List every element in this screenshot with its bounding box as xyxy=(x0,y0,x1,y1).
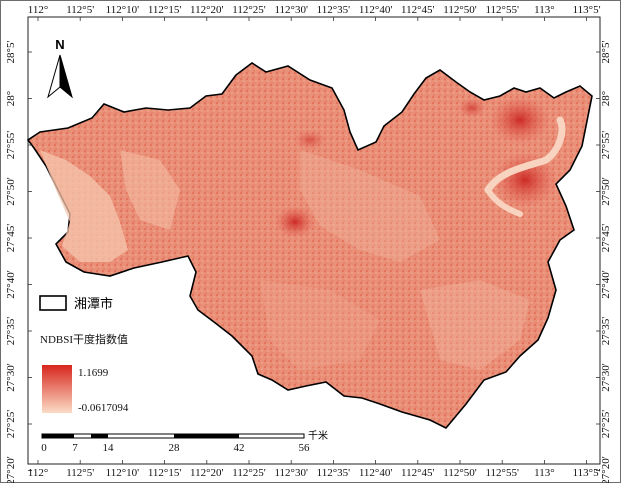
scale-tick-label: 7 xyxy=(72,442,78,454)
left-lat-label: 27°30' xyxy=(5,363,17,391)
bottom-longitude-labels: 112° 112°5' 112°10' 112°15' 112°20' 112°25' 11… xyxy=(28,467,601,479)
left-lat-label: 27°20' xyxy=(5,456,17,483)
left-lat-label: 27°50' xyxy=(5,177,17,205)
top-lon-label: 112°15' xyxy=(148,4,181,16)
scale-tick-label: 56 xyxy=(299,442,311,454)
top-lon-label: 112° xyxy=(28,4,49,16)
top-lon-label: 113° xyxy=(534,4,555,16)
legend: 湘潭市 NDBSI干度指数值 1.1699 -0.0617094 xyxy=(39,295,129,414)
left-latitude-labels: 28°5' 28° 27°55' 27°50' 27°45' 27°40' 27°35' 27… xyxy=(5,41,17,483)
color-ramp xyxy=(42,365,72,413)
xiang-river-bend xyxy=(485,187,523,217)
top-lon-label: 112°55' xyxy=(485,4,518,16)
top-lon-label: 112°5' xyxy=(66,4,94,16)
right-lat-label: 27°50' xyxy=(600,177,612,205)
bottom-lon-label: 112°45' xyxy=(401,467,434,479)
bottom-lon-label: 112°30' xyxy=(274,467,307,479)
right-lat-label: 27°30' xyxy=(600,363,612,391)
urban-hotspot-xiangxiang xyxy=(275,206,315,238)
scale-tick-label: 0 xyxy=(41,442,47,454)
light-region-south xyxy=(260,280,380,370)
scale-tick-label: 14 xyxy=(103,442,115,454)
left-lat-label: 27°45' xyxy=(5,224,17,252)
bottom-lon-label: 113° xyxy=(534,467,555,479)
right-lat-label: 27°40' xyxy=(600,270,612,298)
urban-hotspot-small-2 xyxy=(458,98,486,118)
left-lat-label: 27°25' xyxy=(5,410,17,438)
north-arrow: N xyxy=(47,37,73,99)
top-lon-label: 112°40' xyxy=(359,4,392,16)
bottom-lon-label: 112°35' xyxy=(317,467,350,479)
top-lon-label: 112°20' xyxy=(190,4,223,16)
light-region-center-west xyxy=(120,150,180,230)
scale-unit: 千米 xyxy=(308,429,328,442)
bottom-lon-label: 112°10' xyxy=(106,467,139,479)
light-region-southeast xyxy=(420,280,530,370)
bottom-lon-label: 112° xyxy=(28,467,49,479)
index-title: NDBSI干度指数值 xyxy=(40,332,128,346)
right-lat-label: 27°35' xyxy=(600,317,612,345)
bottom-lon-label: 112°5' xyxy=(66,467,94,479)
left-lat-label: 28° xyxy=(5,91,17,106)
bottom-lon-label: 112°20' xyxy=(190,467,223,479)
light-region-west xyxy=(40,150,128,262)
neatline xyxy=(27,16,601,465)
top-lon-label: 112°30' xyxy=(274,4,307,16)
xiang-river xyxy=(484,116,566,194)
top-lon-label: 112°50' xyxy=(443,4,476,16)
urban-hotspot-city xyxy=(493,152,557,208)
urban-hotspot-small-1 xyxy=(294,130,326,150)
right-lat-label: 27°55' xyxy=(600,131,612,159)
right-lat-label: 28° xyxy=(600,91,612,106)
scale-tick-label: 42 xyxy=(234,442,245,454)
top-lon-label: 112°10' xyxy=(106,4,139,16)
right-lat-label: 27°20' xyxy=(600,456,612,483)
bottom-lon-label: 113°5' xyxy=(573,467,601,479)
bottom-lon-label: 112°25' xyxy=(232,467,265,479)
north-label: N xyxy=(55,37,64,52)
top-lon-label: 112°25' xyxy=(232,4,265,16)
boundary-swatch xyxy=(39,295,67,311)
bottom-lon-label: 112°55' xyxy=(485,467,518,479)
urban-hotspot-north xyxy=(490,96,550,144)
graticule-ticks xyxy=(28,17,600,471)
light-region-center xyxy=(300,150,440,262)
right-lat-label: 28°5' xyxy=(600,41,612,64)
top-lon-label: 112°45' xyxy=(401,4,434,16)
left-lat-label: 27°40' xyxy=(5,270,17,298)
boundary-label: 湘潭市 xyxy=(74,296,113,311)
right-lat-label: 27°45' xyxy=(600,224,612,252)
left-lat-label: 27°55' xyxy=(5,131,17,159)
top-lon-label: 113°5' xyxy=(573,4,601,16)
top-lon-label: 112°35' xyxy=(317,4,350,16)
bottom-lon-label: 112°15' xyxy=(148,467,181,479)
bottom-lon-label: 112°50' xyxy=(443,467,476,479)
right-latitude-labels: 28°5' 28° 27°55' 27°50' 27°45' 27°40' 27°35' 27… xyxy=(600,41,612,483)
left-lat-label: 28°5' xyxy=(5,41,17,64)
bottom-lon-label: 112°40' xyxy=(359,467,392,479)
scale-tick-label: 28 xyxy=(169,442,181,454)
right-lat-label: 27°25' xyxy=(600,410,612,438)
scalebar: 0 7 14 28 42 56 千米 xyxy=(41,429,328,454)
left-lat-label: 27°35' xyxy=(5,317,17,345)
legend-max: 1.1699 xyxy=(78,367,109,379)
top-longitude-labels: 112° 112°5' 112°10' 112°15' 112°20' 112°25' 11… xyxy=(28,4,601,16)
legend-min: -0.0617094 xyxy=(78,402,129,414)
